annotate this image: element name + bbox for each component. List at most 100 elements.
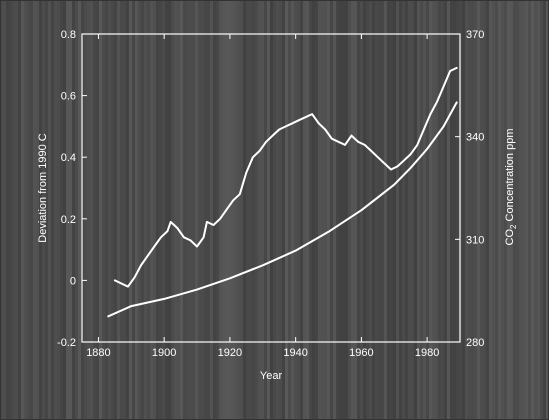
background-streak — [258, 0, 261, 420]
background-streak — [222, 0, 225, 420]
background-streak — [546, 0, 549, 420]
background-streak — [147, 0, 150, 420]
background-streak — [408, 0, 411, 420]
x-tick-label: 1980 — [415, 347, 439, 359]
background-streak — [474, 0, 477, 420]
background-streak — [303, 0, 306, 420]
background-streak — [429, 0, 432, 420]
background-streak — [528, 0, 531, 420]
background-streak — [54, 0, 57, 420]
background-streak — [318, 0, 321, 420]
background-streak — [396, 0, 399, 420]
background-streak — [243, 0, 246, 420]
background-streak — [393, 0, 396, 420]
background-streak — [153, 0, 156, 420]
y-left-tick-label: -0.2 — [57, 337, 76, 349]
x-tick-label: 1920 — [218, 347, 242, 359]
background-streak — [24, 0, 27, 420]
background-streak — [210, 0, 213, 420]
background-streak — [348, 0, 351, 420]
background-streak — [282, 0, 285, 420]
background-streak — [432, 0, 435, 420]
background-streak — [132, 0, 135, 420]
background-streak — [75, 0, 78, 420]
background-streak — [177, 0, 180, 420]
background-streak — [414, 0, 417, 420]
background-streak — [330, 0, 333, 420]
background-streak — [240, 0, 243, 420]
background-streak — [297, 0, 300, 420]
background-streak — [300, 0, 303, 420]
background-streak — [342, 0, 345, 420]
background-streak — [105, 0, 108, 420]
background-streak — [66, 0, 69, 420]
background-streak — [171, 0, 174, 420]
background-streak — [402, 0, 405, 420]
background-streak — [483, 0, 486, 420]
background-streak — [234, 0, 237, 420]
background-streak — [183, 0, 186, 420]
background-streak — [351, 0, 354, 420]
background-streak — [255, 0, 258, 420]
background-streak — [375, 0, 378, 420]
background-streak — [195, 0, 198, 420]
background-streak — [180, 0, 183, 420]
background-streak — [252, 0, 255, 420]
background-streak — [69, 0, 72, 420]
background-streak — [135, 0, 138, 420]
co2-concentration-line — [107, 101, 458, 318]
background-streak — [339, 0, 342, 420]
background-streak — [384, 0, 387, 420]
background-streak — [138, 0, 141, 420]
background-streak — [129, 0, 132, 420]
background-streak — [30, 0, 33, 420]
background-streak — [102, 0, 105, 420]
background-streak — [387, 0, 390, 420]
background-streak — [219, 0, 222, 420]
background-streak — [270, 0, 273, 420]
y-left-axis-label: Deviation from 1990 C — [37, 133, 49, 242]
y-left-tick-label: 0.2 — [61, 214, 76, 226]
background-streak — [216, 0, 219, 420]
background-streak — [378, 0, 381, 420]
background-streak — [315, 0, 318, 420]
background-streak — [84, 0, 87, 420]
background-streak — [36, 0, 39, 420]
background-streak — [228, 0, 231, 420]
background-streak — [444, 0, 447, 420]
background-streak — [420, 0, 423, 420]
background-streak — [189, 0, 192, 420]
background-streak — [513, 0, 516, 420]
background-streak — [357, 0, 360, 420]
background-streak — [495, 0, 498, 420]
background-streak — [273, 0, 276, 420]
y-left-tick-label: 0.8 — [61, 29, 76, 41]
background-streak — [525, 0, 528, 420]
background-streak — [366, 0, 369, 420]
background-streak — [477, 0, 480, 420]
background-streak — [96, 0, 99, 420]
background-streak — [156, 0, 159, 420]
background-streak — [204, 0, 207, 420]
background-streak — [42, 0, 45, 420]
temperature-deviation-line — [113, 66, 458, 288]
x-tick-label: 1900 — [152, 347, 176, 359]
x-tick-label: 1960 — [349, 347, 373, 359]
background-streak — [159, 0, 162, 420]
background-streak — [480, 0, 483, 420]
background-streak — [312, 0, 315, 420]
background-streak — [435, 0, 438, 420]
y-right-tick-label: 340 — [466, 132, 484, 144]
background-streak — [141, 0, 144, 420]
background-streak — [111, 0, 114, 420]
background-streak — [207, 0, 210, 420]
y-right-axis-label: CO2 Concentration ppm — [504, 129, 518, 246]
background-streak — [399, 0, 402, 420]
background-streak — [345, 0, 348, 420]
background-streak — [90, 0, 93, 420]
background-streak — [198, 0, 201, 420]
background-streak — [18, 0, 21, 420]
y-left-tick-label: 0.4 — [61, 152, 76, 164]
background-streak — [543, 0, 546, 420]
